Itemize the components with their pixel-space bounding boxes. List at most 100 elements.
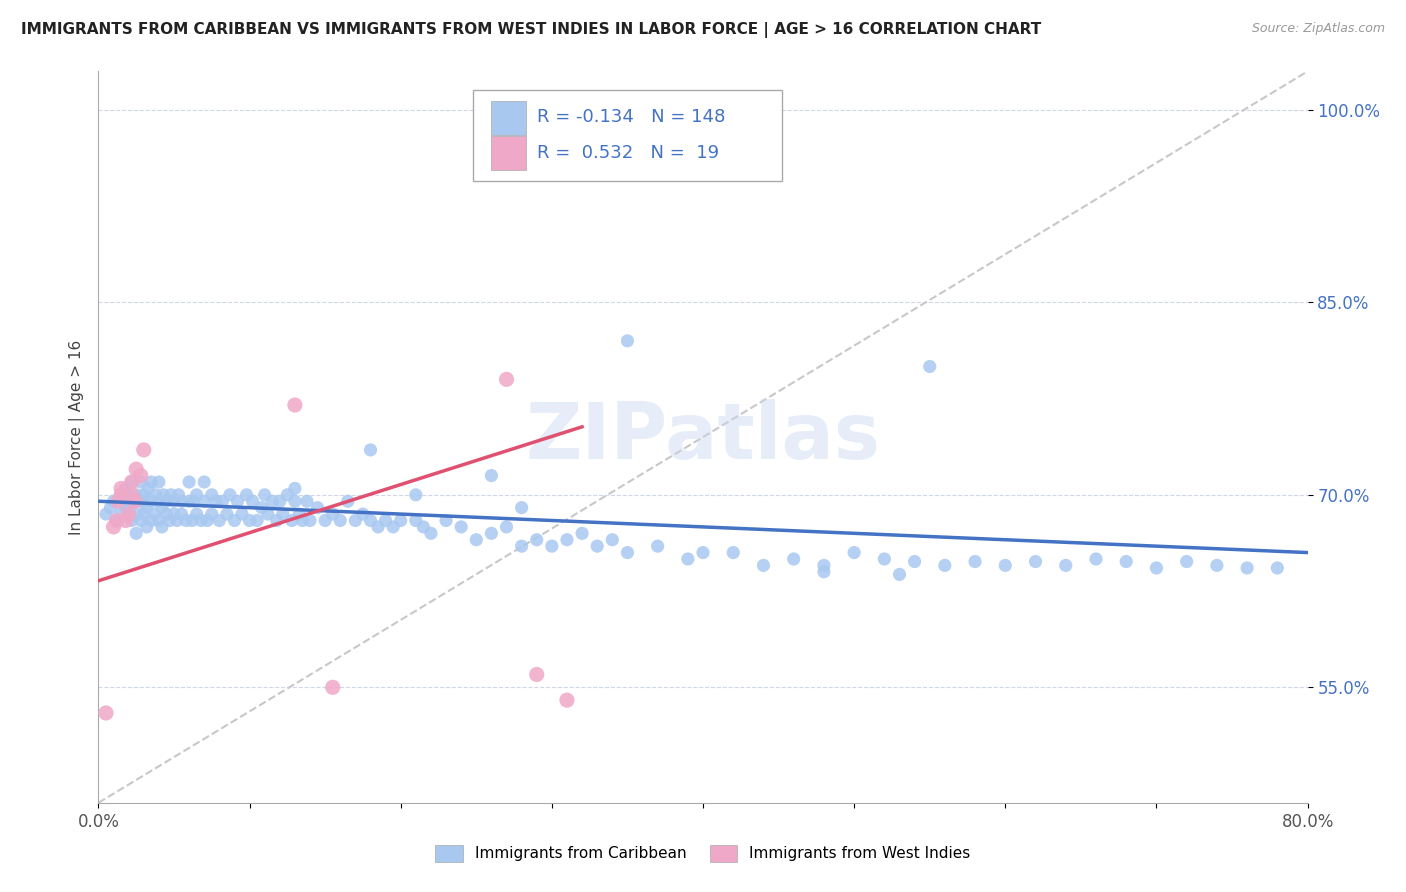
Point [190, 514, 212, 528]
Point [186, 488, 208, 502]
Point [114, 482, 136, 496]
Point [322, 507, 344, 521]
Point [132, 507, 155, 521]
Point [374, 514, 396, 528]
Point [420, 526, 443, 541]
Point [141, 514, 163, 528]
Point [616, 545, 638, 559]
Point [100, 500, 122, 515]
Point [1115, 555, 1137, 569]
Point [150, 500, 173, 515]
Point [344, 514, 367, 528]
Point [360, 514, 382, 528]
Point [510, 500, 533, 515]
Point [170, 507, 193, 521]
Point [271, 507, 294, 521]
Point [752, 558, 775, 573]
Point [118, 507, 141, 521]
Point [336, 494, 359, 508]
Point [129, 475, 152, 489]
Point [136, 482, 159, 496]
Point [965, 555, 987, 569]
Point [148, 475, 170, 489]
Point [193, 494, 215, 508]
Point [540, 539, 562, 553]
Point [105, 514, 128, 528]
Text: ZIPatlas: ZIPatlas [526, 399, 880, 475]
Point [269, 494, 291, 508]
Point [412, 520, 434, 534]
Point [873, 552, 896, 566]
Point [813, 558, 835, 573]
Point [647, 539, 669, 553]
Point [288, 507, 311, 521]
Point [284, 482, 307, 496]
Point [155, 507, 177, 521]
Point [253, 488, 276, 502]
Point [994, 558, 1017, 573]
Text: R =  0.532   N =  19: R = 0.532 N = 19 [537, 144, 720, 161]
Point [179, 475, 201, 489]
Point [141, 475, 163, 489]
Point [360, 442, 382, 457]
Point [555, 533, 578, 547]
FancyBboxPatch shape [474, 90, 782, 181]
Point [125, 507, 148, 521]
Point [94, 706, 117, 720]
Point [132, 442, 155, 457]
Point [148, 514, 170, 528]
Point [166, 514, 188, 528]
Point [235, 488, 257, 502]
Point [692, 545, 714, 559]
Point [239, 514, 262, 528]
Point [201, 488, 224, 502]
Point [616, 334, 638, 348]
Point [904, 555, 927, 569]
Point [107, 494, 129, 508]
Point [555, 693, 578, 707]
Point [118, 500, 141, 515]
Point [121, 514, 143, 528]
Point [103, 494, 125, 508]
Point [135, 520, 157, 534]
Point [510, 539, 533, 553]
Text: Source: ZipAtlas.com: Source: ZipAtlas.com [1251, 22, 1385, 36]
Point [242, 494, 264, 508]
Point [205, 494, 228, 508]
Point [295, 494, 318, 508]
Text: IMMIGRANTS FROM CARIBBEAN VS IMMIGRANTS FROM WEST INDIES IN LABOR FORCE | AGE > : IMMIGRANTS FROM CARIBBEAN VS IMMIGRANTS … [21, 22, 1042, 38]
Point [329, 514, 352, 528]
Point [103, 520, 125, 534]
Point [152, 488, 174, 502]
Point [602, 533, 624, 547]
Point [299, 514, 322, 528]
FancyBboxPatch shape [492, 136, 526, 170]
Point [281, 514, 304, 528]
Point [314, 514, 336, 528]
Point [132, 494, 155, 508]
Point [163, 507, 186, 521]
Point [1175, 555, 1198, 569]
Point [94, 507, 117, 521]
Point [307, 500, 329, 515]
Point [167, 488, 190, 502]
Point [121, 494, 143, 508]
Point [174, 514, 197, 528]
Point [179, 494, 201, 508]
Point [495, 520, 517, 534]
Point [1024, 555, 1046, 569]
Point [284, 398, 307, 412]
Point [170, 494, 193, 508]
Point [121, 475, 143, 489]
Point [155, 494, 177, 508]
Point [145, 488, 167, 502]
Point [128, 494, 150, 508]
Point [105, 514, 128, 528]
Point [125, 462, 148, 476]
Point [193, 475, 215, 489]
Point [121, 475, 143, 489]
Point [276, 488, 298, 502]
Point [586, 539, 609, 553]
Point [889, 567, 911, 582]
Point [1236, 561, 1258, 575]
